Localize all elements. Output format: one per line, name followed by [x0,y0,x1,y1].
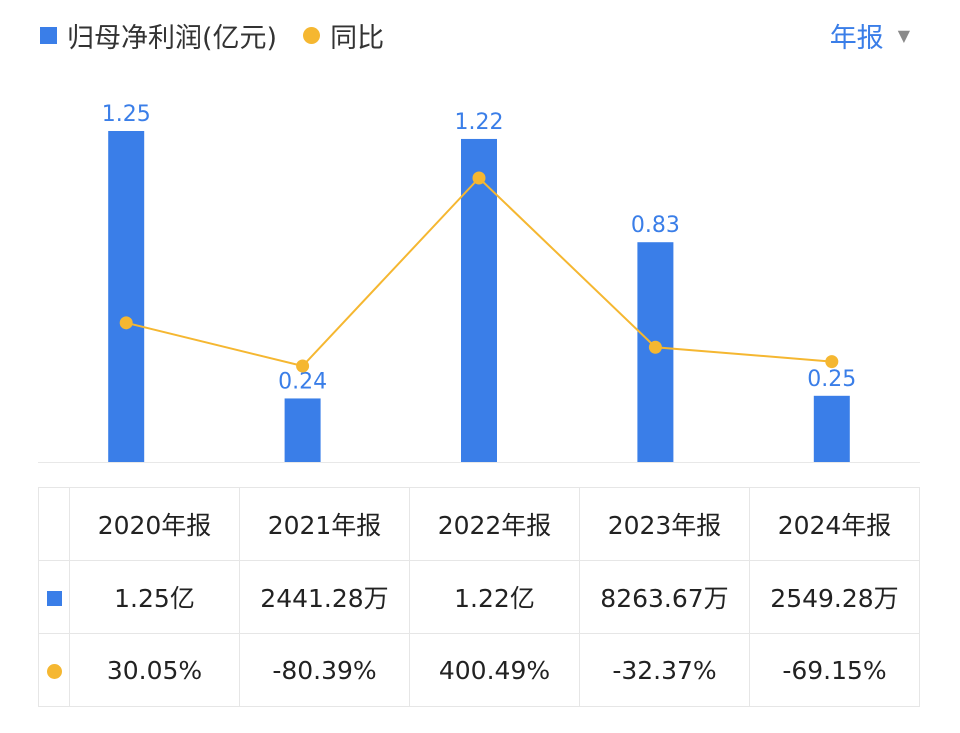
yoy-point [472,171,486,185]
bar-mark [813,395,850,462]
bar-value-label: 0.24 [278,369,327,394]
bar-value-label: 0.25 [807,367,856,392]
yoy-cell: -80.39% [239,633,410,707]
table-row-profit: 1.25亿 2441.28万 1.22亿 8263.67万 2549.28万 [38,560,920,634]
yoy-point [648,340,662,354]
period-selector[interactable]: 年报 ▼ [830,16,910,55]
bar-value-label: 1.22 [455,110,504,135]
table-header-cell: 2020年报 [69,487,240,561]
profit-cell: 1.22亿 [409,560,580,634]
table-header-cell: 2023年报 [579,487,750,561]
bar-mark [108,131,145,462]
yoy-point [119,316,133,330]
yoy-cell: 30.05% [69,633,240,707]
table-header-cell: 2021年报 [239,487,410,561]
table-header-cell: 2024年报 [749,487,920,561]
table-header-cell: 2022年报 [409,487,580,561]
yoy-point [296,359,310,373]
line-series-marker [46,663,62,679]
yoy-cell: 400.49% [409,633,580,707]
table-corner-cell [38,487,70,561]
chart-legend: 归母净利润(亿元) 同比 [40,16,384,55]
line-legend-label: 同比 [330,23,385,54]
profit-cell: 1.25亿 [69,560,240,634]
profit-chart: 1.25 0.24 1.22 0.83 0.25 [38,102,920,463]
table-header-row: 2020年报 2021年报 2022年报 2023年报 2024年报 [38,487,920,561]
period-selector-label: 年报 [829,23,884,54]
yoy-cell: -32.37% [579,633,750,707]
yoy-row-marker-cell [38,633,70,707]
profit-cell: 2549.28万 [749,560,920,634]
data-table: 2020年报 2021年报 2022年报 2023年报 2024年报 1.25亿… [38,487,920,707]
bar-legend-label: 归母净利润(亿元) [67,23,278,54]
bar-legend-marker [40,27,57,44]
bar-mark [284,398,321,462]
profit-cell: 8263.67万 [579,560,750,634]
dropdown-caret-icon: ▼ [897,26,910,45]
profit-row-marker-cell [38,560,70,634]
yoy-point [825,355,839,369]
line-legend-marker [303,27,321,44]
table-row-yoy: 30.05% -80.39% 400.49% -32.37% -69.15% [38,633,920,707]
bar-value-label: 1.25 [102,102,151,127]
bar-mark [461,138,497,462]
yoy-cell: -69.15% [749,633,920,707]
profit-cell: 2441.28万 [239,560,410,634]
bar-value-label: 0.83 [631,213,680,238]
bar-series-marker [46,590,62,606]
